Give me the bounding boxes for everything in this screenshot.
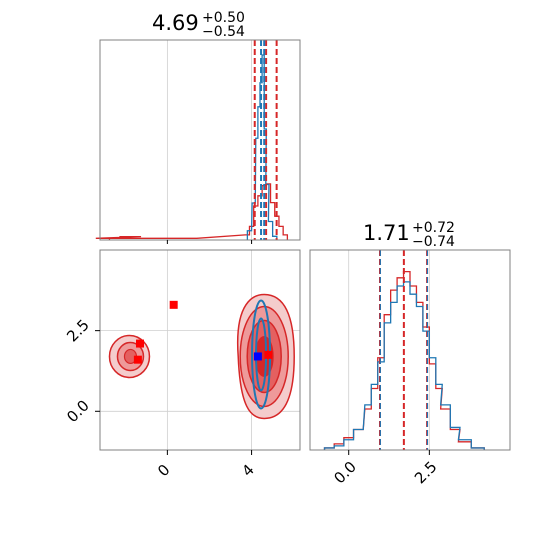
p1-marginal-panel [95,39,301,241]
p2-marginal-panel [309,249,511,451]
p1-title-value: 4.69 [152,11,199,35]
p2-title-value: 1.71 [363,221,410,245]
p1-title-lower: −0.54 [202,24,245,40]
p1-title: 4.69 +0.50 −0.54 [152,10,245,40]
joint-ytick-label-1: 2.5 [63,316,93,346]
joint-red-marker-2 [169,300,178,309]
joint-panel [99,249,301,451]
joint-truth-marker [253,352,262,361]
joint-ytick-label-0: 0.0 [63,396,93,426]
p2-title: 1.71 +0.72 −0.74 [363,220,455,250]
joint-red-marker-3 [264,350,273,359]
p1-histogram-1 [246,54,278,240]
p2-title-lower: −0.74 [412,234,455,250]
p2-xtick-label-1: 2.5 [411,458,441,488]
p1-frame [99,39,301,241]
p1-histogram-0 [95,183,289,240]
p2-xtick-label-0: 0.0 [330,458,360,488]
joint-frame [99,249,301,451]
p2-histogram-1 [323,281,485,450]
p1-title-upper: +0.50 [202,10,245,26]
joint-xtick-label-0: 0 [154,461,173,480]
joint-xtick-label-1: 4 [238,461,257,480]
joint-red-marker-1 [133,355,142,364]
p2-frame [309,249,511,451]
p2-title-upper: +0.72 [412,220,455,236]
joint-red-marker-0 [136,339,144,348]
